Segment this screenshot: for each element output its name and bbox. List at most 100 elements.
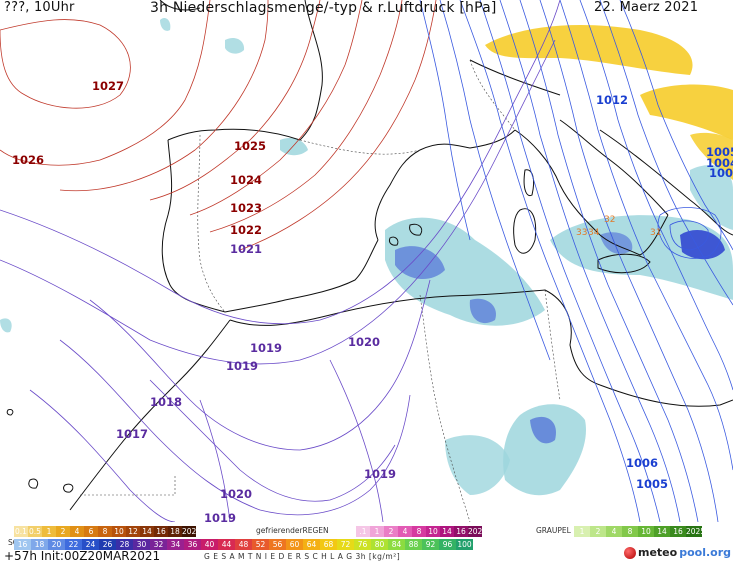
isobar-label-1018: 1018 xyxy=(150,395,182,409)
legend-cell: 10 xyxy=(638,526,654,537)
legend-graupel-label: GRAUPEL xyxy=(536,526,571,535)
isobar-label-1004: 1004 xyxy=(706,156,733,170)
legend-cell: 18 xyxy=(168,526,182,537)
legend-cell: 36 xyxy=(184,539,201,550)
legend-cell: 80 xyxy=(371,539,388,550)
legend-cell: 64 xyxy=(303,539,320,550)
isobar-label-1005: 1005 xyxy=(706,145,733,159)
legend-cell: 56 xyxy=(269,539,286,550)
run-info: +57h Init:00Z20MAR2021 xyxy=(4,549,161,563)
legend-cell: 14 xyxy=(440,526,454,537)
legend-total-label: G E S A M T N I E D E R S C H L A G 3h [… xyxy=(204,552,401,561)
legend-cell: 30 xyxy=(133,539,150,550)
isobar-label-1024: 1024 xyxy=(230,173,262,187)
legend-cell: 28 xyxy=(116,539,133,550)
isobar-label-1026: 1026 xyxy=(12,153,44,167)
legend-cell: 16 xyxy=(454,526,468,537)
legend-graupel-scale: 1 2 4 8 10 14 16 2025+ xyxy=(574,526,712,537)
temp-label: 31 xyxy=(650,228,661,238)
isobar-label-1022: 1022 xyxy=(230,223,262,237)
legend-cell: 4 xyxy=(398,526,412,537)
legend-cell: 16 xyxy=(154,526,168,537)
isobar-label-1019b: 1019 xyxy=(226,359,258,373)
legend-cell: 76 xyxy=(354,539,371,550)
legend-cell: 10 xyxy=(112,526,126,537)
legend-cell: 60 xyxy=(286,539,303,550)
coastlines xyxy=(6,0,733,511)
temp-label: 32 xyxy=(604,215,615,225)
legend-cell: 1 xyxy=(574,526,590,537)
legend-cell: 12 xyxy=(126,526,140,537)
isobars-blue xyxy=(419,0,733,522)
legend-cell: 84 xyxy=(388,539,405,550)
legend-cell: .1 xyxy=(356,526,370,537)
isobar-label-1019: 1019 xyxy=(250,341,282,355)
legend-cell: 26 xyxy=(99,539,116,550)
isobar-label-1023: 1023 xyxy=(230,201,262,215)
isobar-label-1027: 1027 xyxy=(92,79,124,93)
legend-cell: 68 xyxy=(320,539,337,550)
header-title: 3h Niederschlagsmenge/-typ & r.Luftdruck… xyxy=(150,0,497,16)
logo-text-b: pool.org xyxy=(679,546,731,559)
legend-cell: 88 xyxy=(405,539,422,550)
header-time: ???, 10Uhr xyxy=(4,0,75,15)
legend-cell: 1 xyxy=(370,526,384,537)
legend-cell: 0.5 xyxy=(28,526,42,537)
legend-cell: 6 xyxy=(84,526,98,537)
isobar-label-1019d: 1019 xyxy=(204,511,236,522)
isobar-label-1019c: 1019 xyxy=(364,467,396,481)
isobar-label-1020b: 1020 xyxy=(220,487,252,501)
country-borders xyxy=(80,59,561,522)
legend-cell: 1 xyxy=(42,526,56,537)
header-date: 22. Maerz 2021 xyxy=(594,0,699,15)
weather-map: 1027 1026 1025 1024 1023 1022 1021 1020 … xyxy=(0,0,733,522)
legend-cell: 72 xyxy=(337,539,354,550)
legend-cell: 4 xyxy=(606,526,622,537)
legend-cell: 8 xyxy=(622,526,638,537)
legend-cell: 32 xyxy=(150,539,167,550)
isobar-labels: 1027 1026 1025 1024 1023 1022 1021 1020 … xyxy=(12,79,733,522)
legend-cell: 2025+ xyxy=(468,526,494,537)
legend-cell: 2025+ xyxy=(182,526,208,537)
legend-cell: 48 xyxy=(235,539,252,550)
legend-cell: 8 xyxy=(98,526,112,537)
legend-cell: 24 xyxy=(82,539,99,550)
legend-cell: 0.1 xyxy=(14,526,28,537)
legend-cell: 2 xyxy=(56,526,70,537)
legend-cell: 34 xyxy=(167,539,184,550)
isobar-label-1025: 1025 xyxy=(234,139,266,153)
isobar-label-1003: 1003 xyxy=(709,166,733,180)
legend-rain-scale: 0.1 0.5 1 2 4 6 8 10 12 14 16 18 2025+ xyxy=(14,526,208,537)
temperature-labels: 32 33 34 31 xyxy=(576,215,661,238)
legend-cell: 16 xyxy=(14,539,31,550)
legend-cell: 52 xyxy=(252,539,269,550)
isobar-label-1012: 1012 xyxy=(596,93,628,107)
temp-label: 34 xyxy=(588,228,600,238)
legend-cell: 14 xyxy=(140,526,154,537)
temp-label: 33 xyxy=(576,228,587,238)
legend-cell: 20 xyxy=(48,539,65,550)
isobars-purple xyxy=(0,0,561,522)
legend-freezing-label: gefrierenderREGEN xyxy=(256,526,329,535)
legend-cell: 100 xyxy=(456,539,473,550)
legend-cell: 44 xyxy=(218,539,235,550)
legend-cell: 10 xyxy=(426,526,440,537)
legend-cell: 2025+ xyxy=(686,526,712,537)
legend-cell: 22 xyxy=(65,539,82,550)
legend-cell: 96 xyxy=(439,539,456,550)
legend-freezing-scale: .1 1 2 4 8 10 14 16 2025+ xyxy=(356,526,494,537)
legend-cell: 2 xyxy=(384,526,398,537)
logo-icon xyxy=(624,546,636,559)
isobar-label-1017: 1017 xyxy=(116,427,148,441)
legend-cell: 92 xyxy=(422,539,439,550)
isobar-label-1021: 1021 xyxy=(230,242,262,256)
isobar-label-1006: 1006 xyxy=(626,456,658,470)
legend-total-scale: 16 18 20 22 24 26 28 30 32 34 36 40 44 48 52 56 60 64 68 72… xyxy=(14,539,473,550)
isobar-label-1020: 1020 xyxy=(348,335,380,349)
legend-cell: 40 xyxy=(201,539,218,550)
legend-cell: 8 xyxy=(412,526,426,537)
legend-cell: 14 xyxy=(654,526,670,537)
meteopool-logo: meteo pool.org xyxy=(624,546,731,559)
legend-cell: 2 xyxy=(590,526,606,537)
